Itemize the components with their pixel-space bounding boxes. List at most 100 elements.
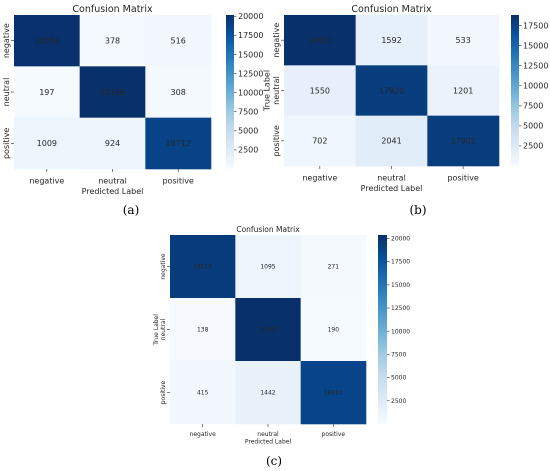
cell-value-label: 1442 bbox=[260, 390, 275, 397]
heatmap-cell bbox=[300, 361, 367, 425]
cell-value-label: 19512 bbox=[193, 264, 212, 271]
colorbar-tick-label: 2500 bbox=[238, 146, 258, 155]
colorbar-tick-label: 12500 bbox=[523, 62, 548, 71]
x-tick-label: neutral bbox=[98, 176, 127, 185]
subfigure-caption: (c) bbox=[266, 454, 282, 468]
x-tick-label: positive bbox=[447, 173, 478, 182]
heatmap-cell bbox=[355, 65, 428, 116]
colorbar-tick-label: 7500 bbox=[238, 108, 258, 117]
y-tick-label: negative bbox=[2, 23, 11, 58]
heatmap-cell bbox=[79, 66, 146, 118]
y-axis-label: True Label bbox=[153, 314, 160, 346]
heatmap-cell bbox=[14, 15, 80, 67]
heatmap-cell bbox=[170, 361, 236, 425]
cell-value-label: 18824 bbox=[324, 390, 343, 397]
x-axis-label: Predicted Label bbox=[245, 439, 292, 446]
colorbar bbox=[511, 15, 519, 166]
heatmap-cell bbox=[145, 15, 212, 67]
colorbar-tick-label: 2500 bbox=[523, 142, 543, 151]
colorbar-tick-label: 15000 bbox=[523, 41, 548, 50]
cell-value-label: 190 bbox=[328, 327, 340, 334]
colorbar-tick-label: 5000 bbox=[523, 122, 543, 131]
colorbar-tick-label: 10000 bbox=[391, 328, 410, 335]
cell-value-label: 20369 bbox=[258, 327, 277, 334]
cell-value-label: 18823 bbox=[307, 36, 332, 45]
heatmap-cell bbox=[145, 66, 212, 118]
confusion-matrix-1: Confusion Matrix 20054 378 516 197 20166 308 10… bbox=[0, 4, 263, 217]
heatmap-cell bbox=[284, 115, 356, 167]
cell-value-label: 533 bbox=[456, 36, 471, 45]
chart-title: Confusion Matrix bbox=[72, 4, 153, 15]
heatmap-cell bbox=[300, 298, 367, 362]
subfigure-caption: (b) bbox=[409, 203, 426, 217]
heatmap-cell bbox=[14, 117, 80, 170]
colorbar-tick-label: 17500 bbox=[391, 259, 410, 266]
cell-value-label: 378 bbox=[105, 36, 120, 45]
colorbar-tick-label: 20000 bbox=[238, 12, 263, 21]
heatmap-cell bbox=[145, 117, 212, 170]
x-tick-label: positive bbox=[162, 176, 193, 185]
cell-value-label: 308 bbox=[171, 88, 186, 97]
cell-value-label: 1095 bbox=[260, 264, 275, 271]
heatmap-cell bbox=[284, 65, 356, 116]
y-tick-label: positive bbox=[2, 128, 11, 159]
cell-value-label: 415 bbox=[197, 390, 209, 397]
colorbar-tick-label: 15000 bbox=[391, 282, 410, 289]
heatmap-cell bbox=[235, 361, 301, 425]
heatmap-cell bbox=[170, 235, 236, 299]
heatmap-cell bbox=[170, 298, 236, 362]
heatmap-cell bbox=[355, 15, 428, 66]
cell-value-label: 17920 bbox=[379, 86, 404, 95]
heatmap-cell bbox=[79, 15, 146, 67]
cell-value-label: 2041 bbox=[381, 137, 401, 146]
colorbar-tick-label: 20000 bbox=[391, 236, 410, 243]
y-tick-label: neutral bbox=[2, 78, 11, 107]
x-axis-label: Predicted Label bbox=[82, 187, 144, 196]
heatmap-cell bbox=[79, 117, 146, 170]
colorbar-tick-label: 17500 bbox=[523, 21, 548, 30]
colorbar-tick-label: 10000 bbox=[523, 82, 548, 91]
cell-value-label: 1201 bbox=[453, 86, 473, 95]
cell-value-label: 138 bbox=[197, 327, 209, 334]
heatmap-cell bbox=[300, 235, 367, 299]
colorbar-tick-label: 12500 bbox=[391, 305, 410, 312]
y-axis-label: True Label bbox=[262, 70, 271, 112]
cell-value-label: 1009 bbox=[37, 139, 57, 148]
cell-value-label: 18712 bbox=[165, 139, 190, 148]
cell-value-label: 1550 bbox=[310, 86, 330, 95]
y-tick-label: positive bbox=[160, 380, 167, 404]
colorbar-tick-label: 12500 bbox=[238, 69, 263, 78]
colorbar-tick-label: 15000 bbox=[238, 50, 263, 59]
heatmap-cell bbox=[235, 298, 301, 362]
colorbar-tick-label: 7500 bbox=[391, 352, 406, 359]
x-axis-label: Predicted Label bbox=[361, 184, 423, 193]
confusion-matrix-3: Confusion Matrix 19512 1095 271 138 20369 190 4… bbox=[153, 225, 410, 468]
chart-title: Confusion Matrix bbox=[236, 225, 300, 234]
colorbar-tick-label: 5000 bbox=[391, 375, 406, 382]
heatmap-cell bbox=[235, 235, 301, 299]
y-tick-label: positive bbox=[272, 125, 281, 156]
cell-value-label: 197 bbox=[39, 88, 54, 97]
cell-value-label: 924 bbox=[105, 139, 120, 148]
colorbar-tick-label: 5000 bbox=[238, 127, 258, 136]
colorbar bbox=[226, 15, 234, 169]
colorbar-tick-label: 17500 bbox=[238, 31, 263, 40]
x-tick-label: negative bbox=[29, 176, 64, 185]
heatmap-cell bbox=[355, 115, 428, 167]
heatmap-cell bbox=[427, 65, 500, 116]
confusion-matrix-2: Confusion Matrix 18823 1592 533 1550 17920 120… bbox=[262, 4, 548, 217]
colorbar-tick-label: 2500 bbox=[391, 398, 406, 405]
y-tick-label: negative bbox=[272, 23, 281, 58]
x-tick-label: negative bbox=[302, 173, 337, 182]
cell-value-label: 271 bbox=[328, 264, 340, 271]
cell-value-label: 702 bbox=[312, 137, 327, 146]
chart-title: Confusion Matrix bbox=[351, 4, 432, 15]
heatmap-cell bbox=[427, 115, 500, 167]
cell-value-label: 17902 bbox=[450, 137, 475, 146]
x-tick-label: positive bbox=[322, 431, 346, 438]
y-tick-label: neutral bbox=[160, 318, 167, 340]
cell-value-label: 20054 bbox=[34, 36, 59, 45]
heatmap-cell bbox=[14, 66, 80, 118]
cell-value-label: 1592 bbox=[381, 36, 401, 45]
